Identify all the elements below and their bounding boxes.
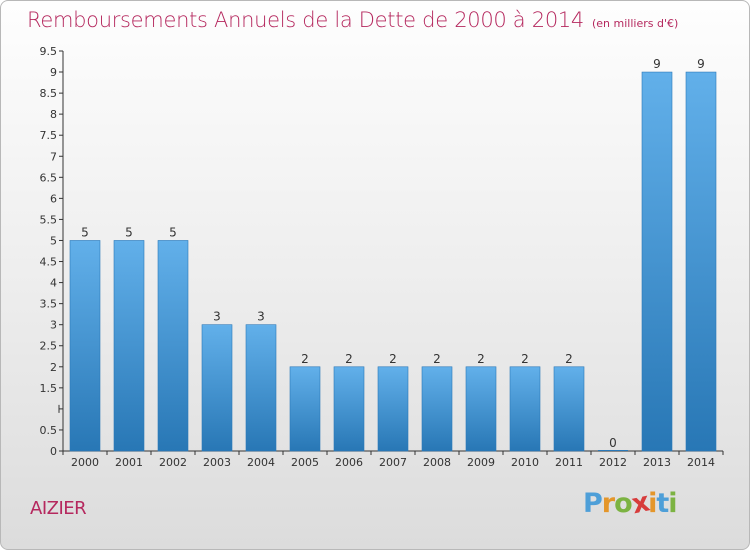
logo-letter: t xyxy=(656,488,669,519)
y-tick-label: 7 xyxy=(50,150,57,163)
logo-letter: o xyxy=(614,488,633,519)
x-tick-label: 2005 xyxy=(291,456,319,469)
bar xyxy=(333,366,365,452)
title-row: Remboursements Annuels de la Dette de 20… xyxy=(27,8,678,32)
data-label: 5 xyxy=(169,225,177,239)
bar xyxy=(421,366,453,452)
logo-letter: P xyxy=(583,488,603,519)
y-axis: 0 0.5 1.5 2 2.5 3 3.5 4 4.5 5 5.5 6 6.5 7 7.5 8 8.5 9 9.5 xyxy=(40,45,64,458)
data-label: 2 xyxy=(477,352,485,366)
data-label: 2 xyxy=(433,352,441,366)
y-tick-label: 6 xyxy=(50,192,57,205)
y-tick-label: 8.5 xyxy=(40,87,58,100)
data-label: 3 xyxy=(213,310,221,324)
y-tick-label: 2 xyxy=(50,361,57,374)
y-tick-label: 4 xyxy=(50,277,57,290)
bar xyxy=(289,366,321,452)
bar xyxy=(641,71,673,452)
y-tick-label: 0 xyxy=(50,445,57,458)
data-label: 3 xyxy=(257,310,265,324)
bar xyxy=(553,366,585,452)
y-tick-label: 6.5 xyxy=(40,171,58,184)
data-label: 9 xyxy=(697,57,705,71)
commune-name: AIZIER xyxy=(30,498,87,519)
bars xyxy=(69,71,717,452)
chart-title: Remboursements Annuels de la Dette de 20… xyxy=(27,8,584,32)
bar xyxy=(113,240,145,452)
x-tick-label: 2011 xyxy=(555,456,583,469)
data-label: 2 xyxy=(565,352,573,366)
x-tick-label: 2013 xyxy=(643,456,671,469)
x-axis: 2000 2001 2002 2003 2004 2005 2006 2007 2008 2009… xyxy=(62,450,724,469)
bar xyxy=(509,366,541,452)
bar xyxy=(201,324,233,452)
x-tick-label: 2012 xyxy=(599,456,627,469)
x-tick-label: 2006 xyxy=(335,456,363,469)
logo-letter: r xyxy=(601,488,615,519)
y-tick-label: 9 xyxy=(50,66,57,79)
bar xyxy=(377,366,409,452)
x-tick-label: 2001 xyxy=(115,456,143,469)
bar xyxy=(157,240,189,452)
y-tick-label: 5 xyxy=(50,234,57,247)
logo-letter: i xyxy=(668,488,677,519)
x-tick-label: 2008 xyxy=(423,456,451,469)
bar xyxy=(69,240,101,452)
x-tick-label: 2010 xyxy=(511,456,539,469)
y-tick-label: 3 xyxy=(50,319,57,332)
bar xyxy=(685,71,717,452)
data-label: 5 xyxy=(81,225,89,239)
data-label: 0 xyxy=(609,436,617,450)
y-tick-label: 9.5 xyxy=(40,45,58,58)
chart-subtitle: (en milliers d'€) xyxy=(592,17,679,30)
x-tick-label: 2002 xyxy=(159,456,187,469)
y-tick-label: 1.5 xyxy=(40,382,58,395)
data-label: 2 xyxy=(389,352,397,366)
y-tick-label: 5.5 xyxy=(40,213,58,226)
y-tick-label: 7.5 xyxy=(40,129,58,142)
x-tick-label: 2014 xyxy=(687,456,715,469)
data-label: 5 xyxy=(125,225,133,239)
x-tick-label: 2000 xyxy=(71,456,99,469)
logo-letter: i xyxy=(648,488,657,519)
x-tick-label: 2004 xyxy=(247,456,275,469)
data-label: 2 xyxy=(521,352,529,366)
bar xyxy=(245,324,277,452)
data-label: 2 xyxy=(301,352,309,366)
data-label: 2 xyxy=(345,352,353,366)
y-tick-label: 3.5 xyxy=(40,298,58,311)
data-label: 9 xyxy=(653,57,661,71)
y-tick-label: 4.5 xyxy=(40,256,58,269)
bar xyxy=(465,366,497,452)
y-tick-label: 8 xyxy=(50,108,57,121)
proxiti-logo: Proxiti xyxy=(583,487,678,521)
y-tick-label: 2.5 xyxy=(40,340,58,353)
x-tick-label: 2009 xyxy=(467,456,495,469)
x-tick-label: 2003 xyxy=(203,456,231,469)
value-labels: 5 5 5 3 3 2 2 2 2 2 2 2 0 9 9 xyxy=(81,57,705,450)
x-tick-label: 2007 xyxy=(379,456,407,469)
y-tick-label: 0.5 xyxy=(40,424,58,437)
